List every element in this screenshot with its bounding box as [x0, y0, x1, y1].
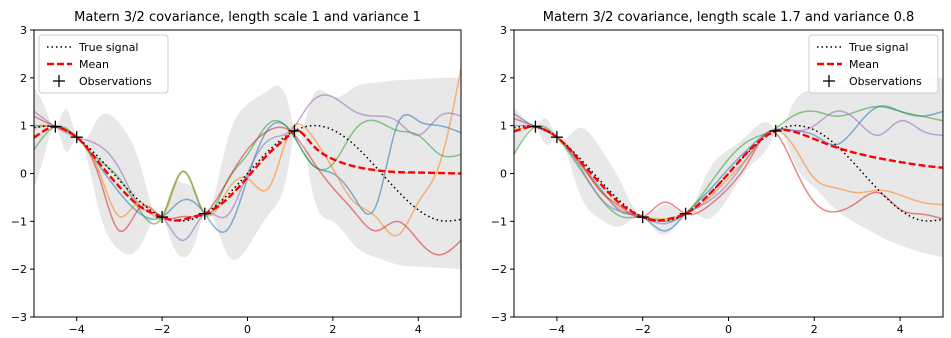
observation-marker [769, 124, 782, 137]
sample-path-2 [514, 125, 943, 220]
observation-marker [529, 120, 542, 133]
sample-path-4 [34, 115, 461, 256]
legend-label: Observations [849, 75, 922, 88]
y-tick-label: −3 [11, 311, 27, 324]
x-tick-label: −2 [154, 323, 170, 336]
chart-panel-left: −4 −2 0 2 4 −3 −2 −1 0 1 2 3 Matern 3/2 covariance, … [11, 10, 462, 336]
y-tick-label: 3 [20, 24, 27, 37]
legend-observations: Observations [53, 75, 152, 88]
sample-path-3 [34, 119, 461, 225]
true-signal-line [34, 124, 461, 222]
y-tick-label: −2 [491, 263, 507, 276]
observation-marker [679, 207, 692, 220]
legend-observations: Observations [823, 75, 922, 88]
plot-area [514, 77, 943, 258]
x-tick-label: 4 [415, 323, 422, 336]
observation-marker [156, 211, 169, 224]
y-tick-label: 1 [20, 120, 27, 133]
legend-label: True signal [848, 41, 908, 54]
legend-mean: Mean [817, 58, 879, 71]
observation-marker [198, 207, 211, 220]
legend-box [38, 34, 169, 94]
x-tick-label: −4 [549, 323, 565, 336]
y-tick-label: 2 [500, 72, 507, 85]
x-tick-label: 0 [244, 323, 251, 336]
legend-box [808, 34, 939, 94]
sample-path-4 [514, 117, 943, 220]
legend-true-signal: True signal [47, 41, 138, 54]
y-tick-label: 1 [500, 120, 507, 133]
x-tick-label: 2 [811, 323, 818, 336]
legend: True signal Mean Observations [38, 34, 169, 94]
legend: True signal Mean Observations [808, 34, 939, 94]
observation-marker [550, 131, 563, 144]
legend-label: Mean [849, 58, 879, 71]
observation-marker [636, 211, 649, 224]
chart-title: Matern 3/2 covariance, length scale 1.7 … [543, 10, 915, 25]
legend-label: True signal [78, 41, 138, 54]
y-tick-label: −2 [11, 263, 27, 276]
x-tick-label: 2 [329, 323, 336, 336]
observation-marker [49, 120, 62, 133]
legend-true-signal: True signal [817, 41, 908, 54]
chart-title: Matern 3/2 covariance, length scale 1 an… [74, 10, 421, 25]
x-tick-label: −2 [635, 323, 651, 336]
mean-line [34, 125, 461, 222]
x-tick-label: −4 [69, 323, 85, 336]
x-tick-label: 4 [897, 323, 904, 336]
observation-marker [70, 131, 83, 144]
plot-area [34, 68, 461, 270]
y-tick-label: −3 [491, 311, 507, 324]
y-tick-label: 2 [20, 72, 27, 85]
legend-label: Mean [79, 58, 109, 71]
sample-path-5 [514, 110, 943, 225]
mean-line [514, 125, 943, 222]
sample-path-2 [34, 68, 461, 237]
y-tick-label: −1 [491, 215, 507, 228]
y-tick-label: −1 [11, 215, 27, 228]
legend-label: Observations [79, 75, 152, 88]
y-tick-label: 0 [20, 168, 27, 181]
chart-panel-right: −4 −2 0 2 4 −3 −2 −1 0 1 2 3 Matern 3/2 covariance, … [491, 10, 944, 336]
y-tick-label: 0 [500, 168, 507, 181]
legend-mean: Mean [47, 58, 109, 71]
observation-marker [288, 124, 301, 137]
x-tick-label: 0 [725, 323, 732, 336]
y-tick-label: 3 [500, 24, 507, 37]
